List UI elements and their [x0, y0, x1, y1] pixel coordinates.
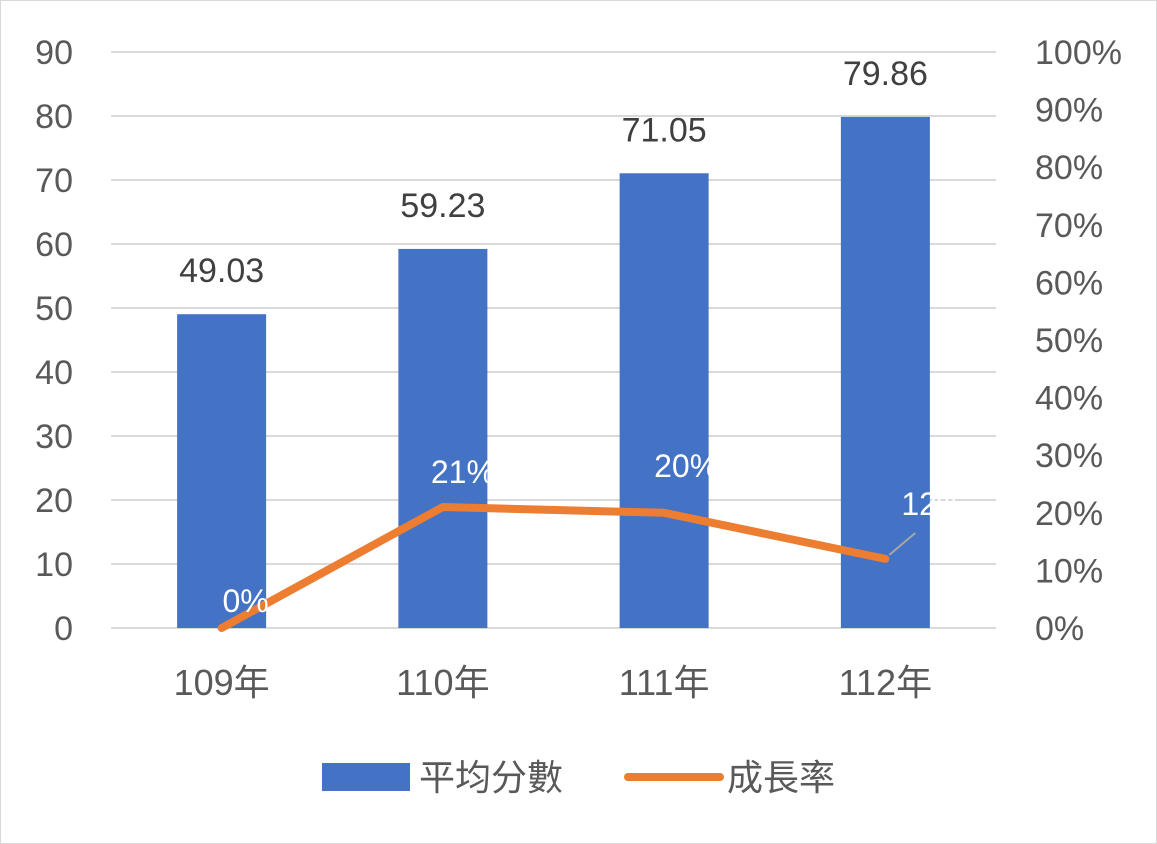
bar [398, 248, 488, 629]
left-tick-label: 30 [35, 418, 73, 456]
legend-label-bar: 平均分數 [419, 757, 563, 798]
line-point [218, 625, 225, 631]
legend-label-line: 成長率 [727, 757, 835, 798]
line-data-labels: 0% 21% 20% 12% [223, 448, 966, 619]
left-tick-label: 40 [35, 354, 73, 392]
bar-series [177, 116, 930, 629]
legend-swatch-bar [322, 763, 410, 791]
right-tick-label: 90% [1035, 92, 1103, 130]
line-data-label: 20% [654, 448, 718, 484]
category-axis: 109年 110年 111年 112年 [174, 662, 932, 703]
right-tick-label: 40% [1035, 380, 1103, 418]
right-tick-label: 20% [1035, 495, 1103, 533]
line-point [439, 504, 446, 511]
legend: 平均分數 成長率 [322, 757, 835, 798]
bar-data-label: 49.03 [179, 252, 264, 290]
category-label: 109年 [174, 662, 270, 703]
left-tick-label: 50 [35, 290, 73, 328]
category-label: 112年 [839, 662, 932, 703]
left-tick-label: 60 [35, 226, 73, 264]
bar [840, 116, 930, 629]
bar [619, 173, 709, 628]
right-tick-label: 100% [1035, 34, 1122, 72]
right-axis-ticks: 0% 10% 20% 30% 40% 50% 60% 70% 80% 90% 100% [1035, 34, 1122, 648]
right-tick-label: 70% [1035, 207, 1103, 245]
line-data-label: 21% [431, 454, 495, 490]
right-tick-label: 60% [1035, 264, 1103, 302]
leader-line [888, 532, 917, 556]
bar-data-label: 71.05 [622, 111, 707, 149]
line-series [217, 503, 917, 632]
left-tick-label: 90 [35, 34, 73, 72]
left-axis-ticks: 0 10 20 30 40 50 60 70 80 90 [35, 34, 73, 648]
right-tick-label: 10% [1035, 552, 1103, 590]
right-tick-label: 30% [1035, 437, 1103, 475]
bar-data-label: 59.23 [400, 187, 485, 225]
bar-data-labels: 49.03 59.23 71.05 79.86 [179, 55, 928, 290]
bar [177, 314, 267, 628]
left-tick-label: 80 [35, 98, 73, 136]
right-tick-label: 50% [1035, 322, 1103, 360]
left-tick-label: 10 [35, 546, 73, 584]
category-label: 110年 [396, 662, 489, 703]
category-label: 111年 [619, 662, 710, 703]
left-tick-label: 70 [35, 162, 73, 200]
right-tick-label: 80% [1035, 149, 1103, 187]
right-tick-label: 0% [1035, 610, 1084, 648]
line-point [661, 509, 668, 516]
growth-line [217, 503, 890, 632]
line-data-label: 0% [223, 583, 269, 619]
line-data-label: 12% [901, 486, 965, 522]
line-point [882, 555, 889, 562]
left-tick-label: 0 [54, 610, 73, 648]
left-tick-label: 20 [35, 482, 73, 520]
bar-data-label: 79.86 [843, 55, 928, 93]
